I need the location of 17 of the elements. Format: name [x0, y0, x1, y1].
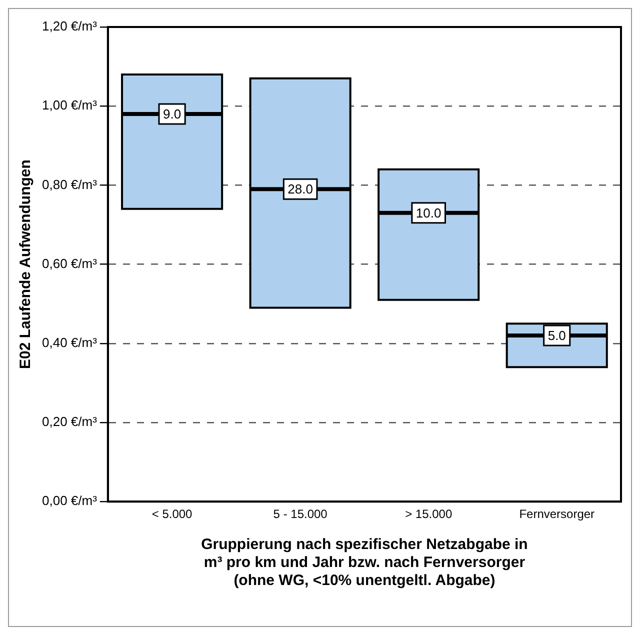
y-tick-label: 0,00 €/m³: [42, 493, 98, 508]
annotation: 28.0: [288, 182, 313, 197]
annotation: 10.0: [416, 205, 442, 220]
y-tick-label: 0,40 €/m³: [42, 334, 98, 350]
x-axis-title: Gruppierung nach spezifischer Netzabgabe in m³ pro km und Jahr bzw. nach Fernversorger (ohne WG, <10% unentgeltl. Abgabe): [201, 536, 528, 590]
y-tick-label: 0,80 €/m³: [42, 176, 98, 192]
y-tick-label: 0,20 €/m³: [42, 414, 98, 430]
y-axis-title: E02 Laufende Aufwendungen: [17, 160, 34, 370]
annotation: 5.0: [548, 328, 566, 344]
x-tick-label: 5 - 15.000: [273, 507, 328, 522]
x-tick-label: > 15.000: [405, 507, 452, 522]
y-tick-label: 1,20 €/m³: [42, 18, 98, 34]
y-tick-label: 0,60 €/m³: [42, 256, 98, 271]
y-tick-label: 1,00 €/m³: [42, 98, 98, 113]
x-tick-label: Fernversorger: [519, 507, 595, 522]
annotation: 9.0: [163, 106, 182, 122]
x-tick-label: < 5.000: [152, 507, 193, 522]
